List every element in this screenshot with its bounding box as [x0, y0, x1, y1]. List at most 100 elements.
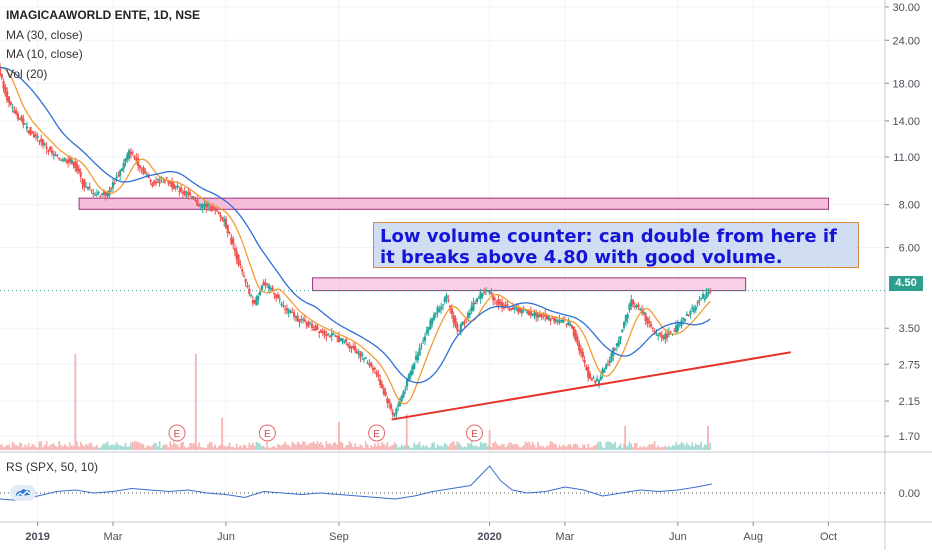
candle-body — [45, 147, 48, 149]
candle-body — [249, 294, 253, 296]
candle-body — [488, 290, 491, 294]
candle-body — [106, 191, 109, 197]
volume-bar — [592, 445, 595, 450]
candle-body — [633, 306, 636, 308]
volume-bar — [219, 444, 222, 450]
volume-bar — [660, 446, 663, 450]
volume-bar — [241, 447, 243, 450]
candle-body — [76, 164, 79, 172]
volume-bar — [2, 447, 5, 450]
volume-bar — [167, 447, 170, 450]
candle-body — [680, 320, 683, 327]
candle-body — [692, 309, 696, 312]
volume-bar — [612, 444, 615, 450]
volume-bar — [33, 444, 35, 450]
volume-bar — [607, 441, 609, 450]
candle-body — [682, 317, 685, 320]
candle-body — [395, 408, 398, 415]
candle-body — [413, 363, 416, 370]
candle-body — [411, 366, 414, 375]
candle-body — [58, 157, 61, 159]
volume-bar — [158, 441, 161, 450]
candle-body — [74, 161, 77, 169]
candle-body — [570, 325, 574, 329]
volume-bar — [481, 443, 484, 450]
candle-body — [341, 338, 344, 342]
candle-body — [707, 292, 710, 294]
volume-bar — [594, 444, 597, 450]
volume-bar — [113, 444, 116, 450]
candle-body — [490, 292, 493, 294]
candle-body — [405, 378, 409, 387]
volume-bar — [608, 442, 611, 450]
annotation-callout[interactable]: Low volume counter: can double from here… — [373, 222, 859, 268]
candle-body — [280, 303, 283, 305]
candle-body — [196, 199, 199, 206]
volume-bar — [601, 446, 604, 450]
volume-bar — [605, 442, 607, 450]
volume-bar — [148, 445, 150, 450]
volume-bar — [266, 441, 269, 450]
volume-bar — [641, 447, 643, 450]
candle-body — [284, 308, 287, 310]
candle-body — [630, 299, 633, 307]
volume-bar — [31, 444, 34, 450]
candle-body — [199, 203, 202, 206]
volume-bar — [598, 441, 600, 450]
volume-bar — [540, 446, 543, 450]
candle-body — [153, 180, 156, 184]
volume-bar — [275, 447, 277, 450]
volume-bar — [495, 443, 498, 450]
candle-body — [257, 295, 260, 300]
volume-bar — [92, 447, 95, 450]
candle-body — [343, 341, 346, 343]
candle-body — [596, 378, 599, 381]
candle-body — [407, 374, 410, 380]
candle-body — [81, 181, 84, 185]
volume-bar — [517, 445, 520, 450]
volume-bar — [133, 441, 136, 450]
candle-body — [190, 196, 193, 198]
volume-bar — [400, 444, 403, 450]
volume-bar — [374, 443, 376, 450]
rs-indicator-label[interactable]: RS (SPX, 50, 10) — [6, 460, 99, 474]
volume-bar — [239, 445, 242, 450]
candle-body — [375, 372, 378, 376]
volume-bar — [207, 444, 209, 450]
candle-body — [477, 297, 480, 299]
volume-bar — [479, 441, 482, 450]
volume-bar — [370, 445, 373, 450]
volume-bar — [603, 447, 606, 450]
legend-ma10[interactable]: MA (10, close) — [6, 47, 83, 61]
volume-bar — [135, 441, 138, 450]
candle-body — [197, 205, 201, 207]
volume-bar — [445, 444, 448, 450]
volume-bar — [382, 443, 385, 450]
candle-body — [427, 326, 430, 331]
chart-title: IMAGICAAWORLD ENTE, 1D, NSE — [6, 8, 201, 22]
legend-volume[interactable]: Vol (20) — [6, 66, 48, 81]
candle-body — [518, 308, 522, 312]
volume-bar — [11, 441, 14, 450]
candle-body — [289, 310, 292, 312]
volume-bar — [417, 444, 419, 450]
legend-ma30[interactable]: MA (30, close) — [6, 27, 83, 42]
candle-body — [7, 96, 11, 103]
candle-body — [282, 305, 285, 307]
volume-bar — [87, 445, 89, 450]
volume-bar — [504, 447, 507, 450]
volume-bar — [226, 445, 229, 450]
volume-bar — [261, 446, 263, 450]
candle-body — [67, 159, 70, 164]
volume-bar — [424, 446, 426, 450]
volume-bar — [72, 445, 75, 450]
candle-body — [300, 318, 303, 321]
candle-body — [242, 275, 245, 277]
volume-bar — [309, 443, 312, 450]
candle-body — [662, 336, 665, 339]
volume-bar — [334, 442, 337, 450]
candle-body — [27, 130, 30, 133]
candle-body — [608, 361, 611, 363]
candle-body — [425, 330, 428, 334]
